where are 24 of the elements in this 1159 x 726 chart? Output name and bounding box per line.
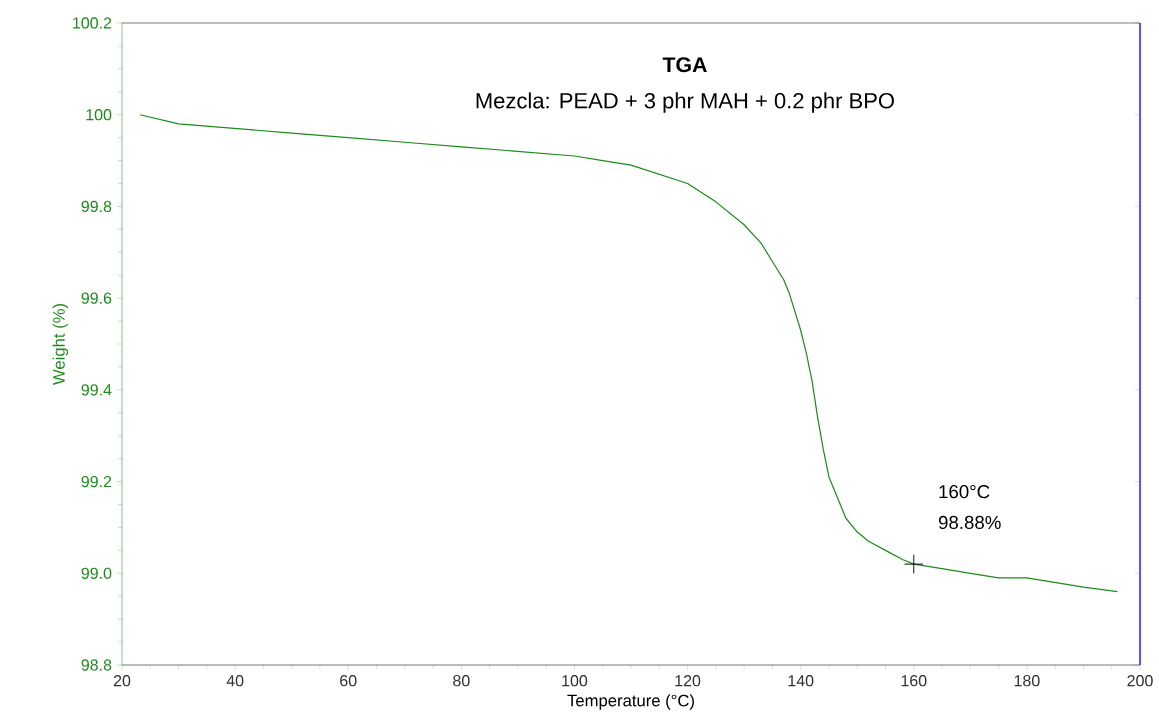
y-tick-label: 100.2 (73, 17, 112, 29)
y-tick-label: 99.6 (81, 292, 112, 304)
x-tick-label: 140 (788, 675, 814, 687)
x-tick-label: 60 (340, 675, 357, 687)
x-tick-label: 40 (226, 675, 244, 687)
x-tick-label: 120 (675, 675, 701, 687)
text: TGA (662, 57, 707, 73)
x-tick-label: 100 (562, 675, 588, 687)
x-tick-label: 160 (901, 675, 927, 687)
x-tick-label: 180 (1014, 675, 1040, 687)
y-tick-label: 98.8 (81, 659, 112, 671)
y-tick-label: 99.2 (81, 475, 112, 488)
x-tick-label: 80 (453, 675, 470, 687)
x-tick-label: 200 (1127, 675, 1153, 687)
y-tick-label: 100 (86, 109, 112, 121)
text: Mezcla: PEAD + 3 phr MAH + 0.2 phr BPO (476, 92, 894, 113)
x-tick-label: 20 (113, 675, 131, 687)
annotation: 160°C (939, 485, 990, 499)
y-axis-title: Weight (%) (52, 303, 69, 385)
y-tick-label: 99.0 (81, 567, 112, 579)
y-tick-label: 99.4 (81, 384, 112, 396)
annotation: 98.88% (938, 515, 1001, 530)
x-axis-title: Temperature (°C) (567, 694, 694, 710)
y-tick-label: 99.8 (81, 200, 112, 213)
